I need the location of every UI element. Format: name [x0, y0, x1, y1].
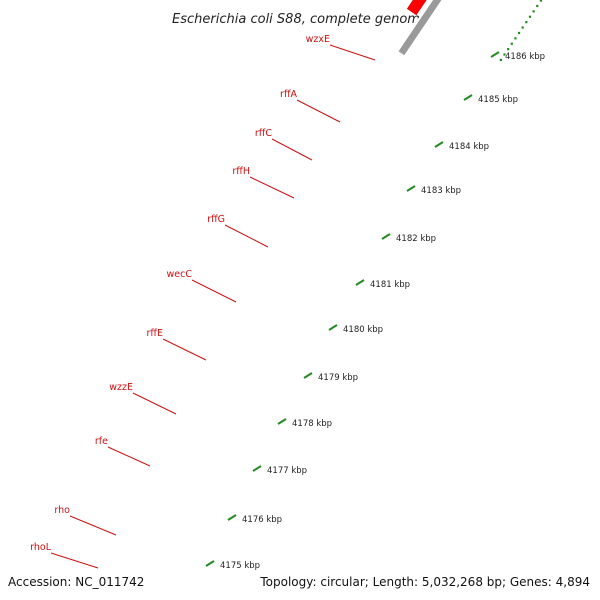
- tick-dot: [514, 37, 517, 40]
- gene-leader-line: [296, 99, 341, 123]
- tick-dot: [510, 42, 513, 45]
- kbp-major-tick: [406, 185, 416, 192]
- gene-label: wzxE: [306, 34, 330, 45]
- gene-leader-line: [329, 44, 376, 61]
- gene-leader-line: [224, 224, 269, 248]
- gene-leader-line: [107, 446, 151, 467]
- gene-label: wzzE: [109, 382, 133, 393]
- tick-dot: [503, 53, 506, 56]
- gene-label: rfe: [95, 436, 108, 447]
- map-title: Escherichia coli S88, complete genome: [172, 12, 428, 27]
- tick-dot: [539, 0, 542, 2]
- gene-label: rhoL: [30, 542, 52, 553]
- kbp-major-tick: [277, 418, 287, 425]
- gene-leader-line: [132, 392, 177, 415]
- kbp-major-tick: [227, 514, 237, 521]
- tick-dot: [517, 31, 521, 35]
- gene-label: rho: [54, 505, 70, 516]
- kbp-label: 4182 kbp: [396, 234, 436, 244]
- kbp-label: 4185 kbp: [478, 95, 518, 105]
- forward-gene-0: [406, 0, 427, 16]
- kbp-major-tick: [303, 372, 313, 379]
- kbp-label: 4180 kbp: [343, 325, 383, 335]
- gene-label: rffE: [147, 328, 163, 339]
- gene-leader-line: [69, 515, 117, 536]
- kbp-label: 4186 kbp: [505, 52, 545, 62]
- kbp-label: 4184 kbp: [449, 142, 489, 152]
- map-layer: [396, 0, 542, 62]
- gene-label: wecC: [167, 269, 193, 280]
- kbp-major-tick: [381, 233, 391, 240]
- gene-labels: wzxE rffA rffC rffH rffG wecC rffE wzzE rfe rho rh…: [30, 34, 376, 569]
- kbp-major-tick: [252, 465, 262, 472]
- kbp-label: 4175 kbp: [220, 561, 260, 571]
- kbp-major-tick: [355, 279, 365, 286]
- gene-leader-line: [271, 138, 313, 161]
- kbp-major-tick: [490, 51, 500, 58]
- tick-dot: [507, 48, 510, 51]
- backbone-line: [398, 0, 442, 56]
- gene-label: rffH: [232, 166, 250, 177]
- genome-summary-text: Topology: circular; Length: 5,032,268 bp…: [259, 575, 590, 589]
- kbp-label: 4183 kbp: [421, 186, 461, 196]
- kbp-label: 4177 kbp: [267, 466, 307, 476]
- gene-label: rffG: [207, 214, 225, 225]
- gene-leader-line: [50, 552, 99, 569]
- accession-text: Accession: NC_011742: [8, 575, 144, 589]
- outer-tick-row: [499, 0, 542, 62]
- gene-leader-line: [191, 279, 237, 303]
- tick-dot: [536, 4, 539, 8]
- gene-label: rffC: [255, 128, 272, 139]
- tick-dot: [499, 58, 502, 62]
- gene-label: rffA: [280, 89, 297, 100]
- kbp-major-tick: [205, 560, 215, 567]
- tick-dot: [525, 21, 528, 24]
- kbp-scale: 4175 kbp 4176 kbp 4177 kbp 4178 kbp 4179 kbp…: [205, 51, 545, 571]
- tick-dot: [528, 15, 532, 18]
- kbp-major-tick: [463, 94, 473, 101]
- kbp-major-tick: [328, 324, 338, 331]
- kbp-major-tick: [434, 141, 444, 148]
- kbp-label: 4176 kbp: [242, 515, 282, 525]
- gene-leader-line: [249, 176, 295, 199]
- tick-dot: [521, 26, 524, 29]
- kbp-label: 4178 kbp: [292, 419, 332, 429]
- gene-leader-line: [162, 338, 207, 361]
- tick-dot: [532, 10, 535, 13]
- kbp-label: 4181 kbp: [370, 280, 410, 290]
- kbp-label: 4179 kbp: [318, 373, 358, 383]
